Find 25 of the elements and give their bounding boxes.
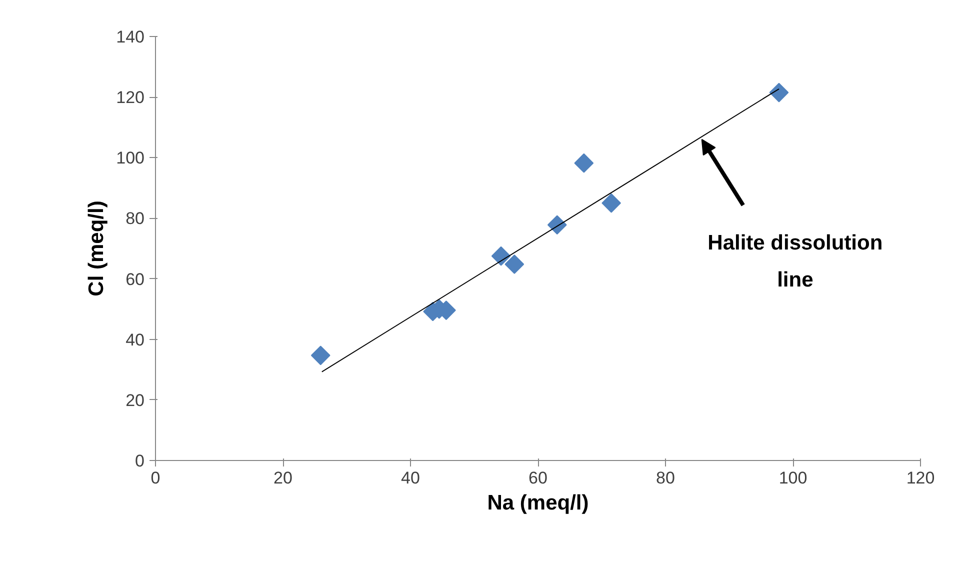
- x-axis-title: Na (meq/l): [487, 492, 589, 514]
- y-tick-label: 140: [116, 28, 145, 46]
- point: [491, 246, 511, 266]
- y-tick-label: 20: [126, 390, 145, 410]
- y-tick-label: 80: [126, 209, 145, 228]
- y-tick-label: 120: [116, 88, 145, 108]
- y-tick-label: 0: [135, 452, 145, 470]
- annotation: Halite dissolution line: [708, 232, 883, 292]
- x-tick-label: 100: [778, 468, 808, 488]
- y-tick-label: 40: [126, 330, 145, 350]
- x-tick-label: 120: [906, 468, 935, 488]
- x-tick-label: 40: [401, 468, 420, 488]
- x-tick-label: 20: [274, 468, 292, 488]
- point: [602, 193, 622, 213]
- point: [547, 215, 567, 235]
- point: [310, 346, 330, 366]
- point: [574, 153, 594, 173]
- x-tick-label: 60: [528, 468, 548, 488]
- point: [504, 254, 524, 274]
- y-axis-title: Cl (meq/l): [85, 200, 108, 296]
- point: [769, 82, 789, 102]
- x-tick-label: 0: [150, 468, 160, 488]
- y-tick-label: 100: [116, 148, 145, 168]
- y-tick-label: 60: [126, 270, 145, 289]
- x-tick-label: 80: [656, 468, 675, 488]
